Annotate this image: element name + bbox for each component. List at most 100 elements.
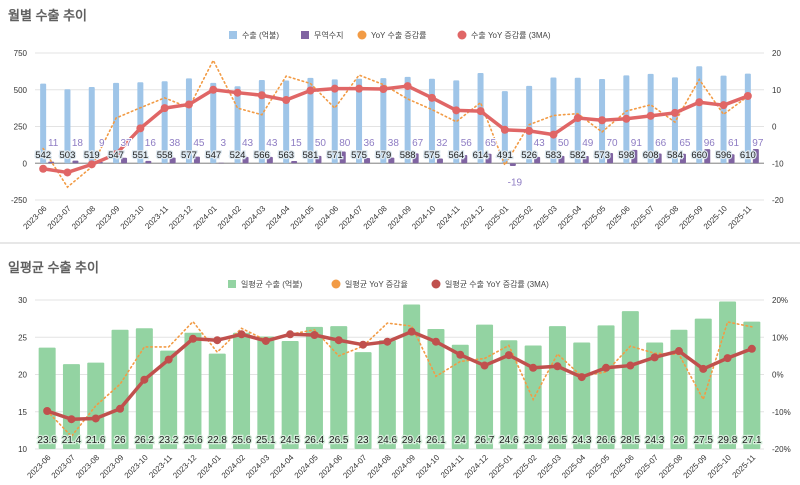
x-axis-label: 2025-09 [682,453,710,481]
x-axis-label: 2024-06 [317,453,345,481]
x-axis-label: 2023-06 [25,453,53,481]
bar-export [137,82,144,164]
bar-value-label: 26.5 [329,435,349,446]
yoy-3ma-point [427,93,436,102]
trade-balance-label: 66 [655,138,667,149]
trade-balance-label: 9 [99,138,105,149]
right-axis-tick: 0 [772,123,777,132]
yoy-3ma-point [407,327,416,336]
bar-export [185,78,192,164]
bar-export [621,311,639,449]
bar-trade-balance [242,156,249,164]
trade-balance-label: 70 [606,138,618,149]
x-axis-label: 2024-12 [463,453,491,481]
bar-value-label: 558 [157,150,173,161]
bar-export [210,82,217,164]
trade-balance-label: 18 [72,138,84,149]
bar-value-label: 24.6 [499,435,519,446]
x-axis-label: 2024-12 [459,204,487,232]
yoy-3ma-point [87,160,96,169]
bar-value-label: 575 [351,150,367,161]
left-axis-tick: 20 [18,371,27,380]
bar-value-label: 584 [667,150,683,161]
yoy-3ma-point [403,82,412,91]
right-axis-tick: -10% [772,408,791,417]
left-axis-tick: 750 [14,49,28,58]
bar-trade-balance [364,157,371,164]
bar-trade-balance [315,155,322,164]
bar-value-label: 21.6 [86,435,106,446]
trade-balance-label: 43 [266,138,278,149]
yoy-3ma-point [310,331,319,340]
legend-label: YoY 수출 증감률 [371,30,427,40]
bar-export [670,329,688,449]
bar-export [161,81,168,164]
x-axis-label: 2025-05 [584,453,612,481]
left-axis-tick: 15 [18,408,27,417]
bar-export [307,77,314,164]
bar-trade-balance [266,156,273,164]
x-axis-label: 2023-11 [147,453,174,480]
trade-balance-label: 38 [388,138,400,149]
bar-value-label: 491 [497,150,513,161]
bar-value-label: 23.9 [523,435,543,446]
bar-export [380,78,387,164]
bar-export [208,353,226,449]
bar-trade-balance [728,154,735,164]
x-axis-label: 2025-06 [609,453,637,481]
x-axis-label: 2024-06 [313,204,341,232]
x-axis-label: 2024-03 [244,453,272,481]
yoy-3ma-point [330,84,339,93]
bar-trade-balance [388,157,395,164]
yoy-3ma-point [116,404,125,413]
left-axis-tick: 250 [14,123,28,132]
bar-value-label: 24.3 [645,435,665,446]
bar-value-label: 29.4 [402,435,422,446]
trade-balance-label: 50 [315,138,327,149]
legend-dot-icon [357,30,367,40]
x-axis-label: 2025-04 [560,453,588,481]
yoy-3ma-point [140,375,149,384]
x-axis-label: 2024-01 [192,204,220,232]
yoy-3ma-point [549,130,558,139]
bar-export [476,324,494,449]
right-axis-tick: 10% [772,333,788,342]
trade-balance-label: 45 [193,138,205,149]
bar-value-label: 582 [570,150,586,161]
x-axis-label: 2024-04 [268,453,296,481]
legend-label: 일평균 YoY 증감율 [345,279,408,289]
bar-value-label: 566 [254,150,270,161]
bar-export [550,77,557,164]
left-axis-tick: -250 [11,196,28,205]
bar-trade-balance [169,157,176,164]
bar-export [160,350,178,449]
bar-trade-balance [121,157,128,164]
bar-value-label: 23.6 [37,435,57,446]
bar-value-label: 26.4 [305,435,325,446]
trade-balance-label: 56 [461,138,473,149]
x-axis-label: 2023-09 [98,453,126,481]
bar-export [378,340,396,449]
bar-export [403,304,421,449]
x-axis-label: 2024-11 [435,204,462,231]
bar-value-label: 596 [716,150,732,161]
bar-export [281,340,299,449]
legend-label: 일평균 수출 YoY 증감률 (3MA) [445,279,549,289]
yoy-3ma-point [63,168,72,177]
trade-balance-label: 43 [242,138,254,149]
right-axis-tick: 20 [772,49,781,58]
bar-export [694,318,712,449]
x-axis-label: 2023-12 [171,453,199,481]
legend-label: 일평균 수출 (억불) [241,279,303,289]
right-axis-tick: -20 [772,196,784,205]
bar-value-label: 26 [673,435,685,446]
x-axis-label: 2025-04 [556,204,584,232]
bar-value-label: 24.6 [378,435,398,446]
bar-export [743,321,761,449]
x-axis-label: 2023-11 [143,204,170,231]
bar-trade-balance [752,148,759,164]
yoy-3ma-point [573,114,582,123]
bar-value-label: 526 [521,150,537,161]
x-axis-label: 2024-10 [414,453,442,481]
bar-export [671,77,678,164]
